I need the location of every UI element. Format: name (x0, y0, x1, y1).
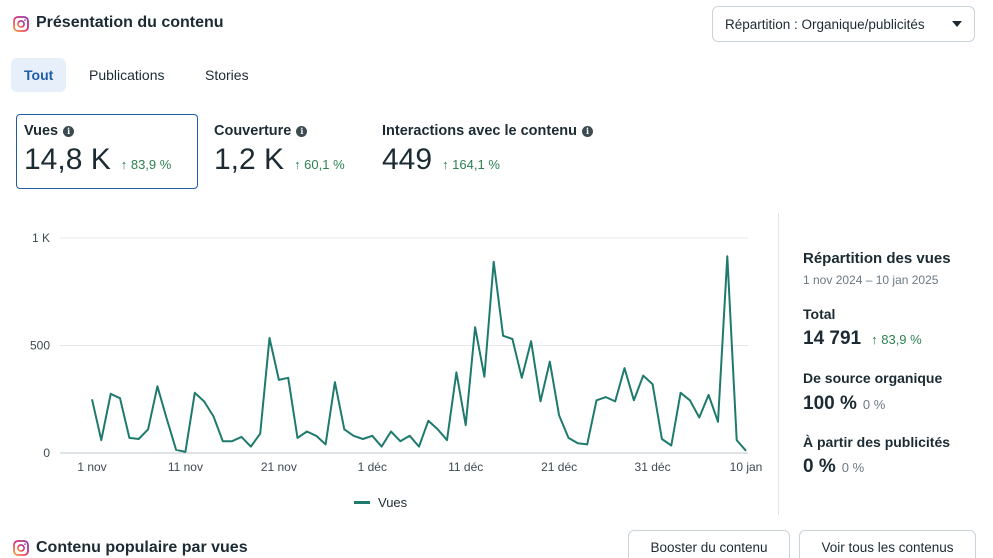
metric-interactions[interactable]: Interactions avec le contenu i 449 ↑ 164… (382, 123, 594, 177)
total-label: Total (803, 306, 836, 322)
ads-value: 0 % (803, 456, 836, 477)
metric-views-value: 14,8 K (24, 143, 111, 176)
metric-views: Vues i 14,8 K ↑ 83,9 % (24, 123, 171, 177)
popular-content-title: Contenu populaire par vues (36, 539, 248, 556)
breakdown-dropdown-label: Répartition : Organique/publicités (725, 16, 925, 32)
x-tick-label: 10 jan (730, 460, 763, 474)
y-tick-label: 0 (43, 446, 50, 460)
info-icon[interactable]: i (63, 125, 75, 137)
tab-stories[interactable]: Stories (205, 67, 249, 83)
x-tick-label: 11 déc (448, 460, 483, 474)
metric-interactions-delta: ↑ 164,1 % (442, 157, 500, 172)
info-icon[interactable]: i (582, 125, 594, 137)
tab-all[interactable]: Tout (11, 58, 67, 92)
metric-reach-delta: ↑ 60,1 % (294, 157, 345, 172)
ads-label: À partir des publicités (803, 434, 951, 450)
metric-views-label: Vues (24, 123, 59, 139)
see-all-content-button[interactable]: Voir tous les contenus (799, 530, 976, 558)
ads-delta: 0 % (841, 460, 865, 475)
breakdown-date-range: 1 nov 2024 – 10 jan 2025 (803, 273, 939, 287)
metric-reach[interactable]: Couverture i 1,2 K ↑ 60,1 % (214, 123, 345, 177)
caret-down-icon (952, 21, 962, 27)
metric-interactions-value: 449 (382, 143, 433, 176)
chart-legend: Vues (354, 495, 407, 510)
x-tick-label: 1 nov (77, 460, 106, 474)
y-tick-label: 500 (30, 339, 50, 353)
organic-delta: 0 % (862, 397, 886, 412)
views-line-chart: 0 500 1 K 1 nov 11 nov 21 nov 1 déc 11 déc 21 dé… (30, 231, 763, 474)
organic-row: 100 % 0 % (803, 393, 885, 415)
metric-interactions-label: Interactions avec le contenu (382, 123, 578, 139)
boost-content-button[interactable]: Booster du contenu (628, 530, 790, 558)
legend-swatch (354, 501, 370, 504)
total-row: 14 791 ↑ 83,9 % (803, 328, 922, 350)
x-tick-label: 11 nov (168, 460, 203, 474)
instagram-icon (13, 16, 29, 32)
organic-label: De source organique (803, 370, 943, 386)
metric-reach-value: 1,2 K (214, 143, 285, 176)
breakdown-dropdown[interactable]: Répartition : Organique/publicités (712, 6, 975, 42)
breakdown-title: Répartition des vues (803, 250, 951, 267)
metric-reach-label: Couverture (214, 123, 292, 139)
x-tick-label: 21 nov (261, 460, 297, 474)
total-value: 14 791 (803, 328, 862, 349)
total-delta: ↑ 83,9 % (871, 332, 922, 347)
legend-label: Vues (378, 495, 408, 510)
section-title: Présentation du contenu (36, 14, 224, 31)
organic-value: 100 % (803, 393, 857, 414)
x-tick-label: 31 déc (635, 460, 671, 474)
metric-views-card[interactable] (16, 114, 198, 189)
series-line-views (91, 255, 747, 453)
metric-views-delta: ↑ 83,9 % (120, 157, 172, 172)
y-tick-label: 1 K (32, 231, 50, 245)
ads-row: 0 % 0 % (803, 456, 864, 478)
x-tick-label: 1 déc (358, 460, 387, 474)
x-tick-label: 21 déc (541, 460, 577, 474)
tab-posts[interactable]: Publications (89, 67, 165, 83)
divider (778, 213, 779, 515)
instagram-icon (13, 540, 29, 556)
info-icon[interactable]: i (296, 125, 308, 137)
